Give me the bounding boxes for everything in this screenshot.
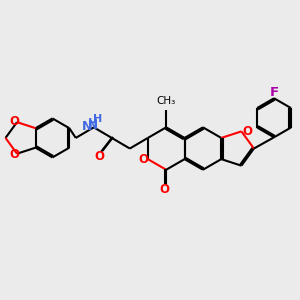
Text: O: O: [10, 148, 20, 161]
Text: F: F: [270, 86, 279, 99]
Text: O: O: [242, 125, 252, 138]
Text: CH₃: CH₃: [157, 96, 176, 106]
Text: H: H: [88, 117, 98, 130]
Text: O: O: [138, 153, 148, 166]
Text: O: O: [10, 115, 20, 128]
Text: O: O: [95, 150, 105, 163]
Text: O: O: [160, 183, 170, 196]
Text: H: H: [93, 114, 102, 124]
Text: N: N: [88, 119, 98, 132]
Text: N: N: [82, 120, 92, 133]
